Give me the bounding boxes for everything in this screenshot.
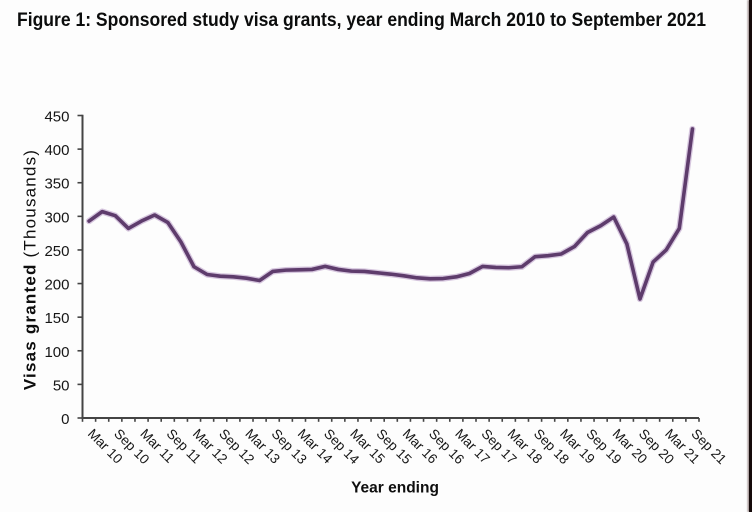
svg-text:100: 100 [44,344,69,361]
svg-text:450: 450 [44,109,69,126]
svg-text:400: 400 [44,142,69,159]
svg-text:0: 0 [61,411,69,428]
svg-text:350: 350 [44,176,69,193]
svg-text:Year ending: Year ending [351,480,439,497]
svg-text:250: 250 [44,243,69,260]
svg-text:150: 150 [44,310,69,327]
svg-text:50: 50 [53,377,70,394]
svg-text:300: 300 [44,209,69,226]
svg-text:200: 200 [44,277,69,294]
svg-text:Visas granted (Thousands): Visas granted (Thousands) [21,149,40,390]
